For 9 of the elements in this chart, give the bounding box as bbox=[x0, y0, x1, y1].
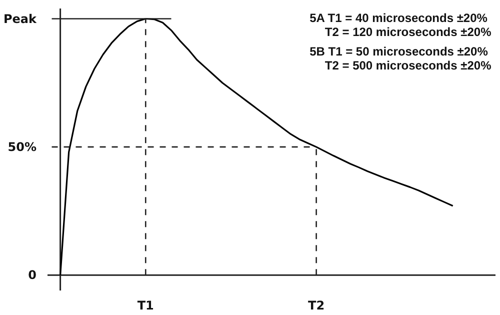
x-tick-label: T1 bbox=[137, 298, 154, 312]
annotation: T2 = 500 microseconds ±20% bbox=[324, 58, 492, 72]
y-tick-label: 50% bbox=[8, 140, 37, 154]
annotation: 5B T1 = 50 microseconds ±20% bbox=[310, 44, 488, 58]
x-tick-label: T2 bbox=[308, 298, 325, 312]
y-tick-label: 0 bbox=[28, 268, 37, 282]
annotation: 5A T1 = 40 microseconds ±20% bbox=[310, 11, 488, 26]
annotation: T2 = 120 microseconds ±20% bbox=[324, 25, 492, 40]
y-tick-label: Peak bbox=[3, 12, 38, 26]
